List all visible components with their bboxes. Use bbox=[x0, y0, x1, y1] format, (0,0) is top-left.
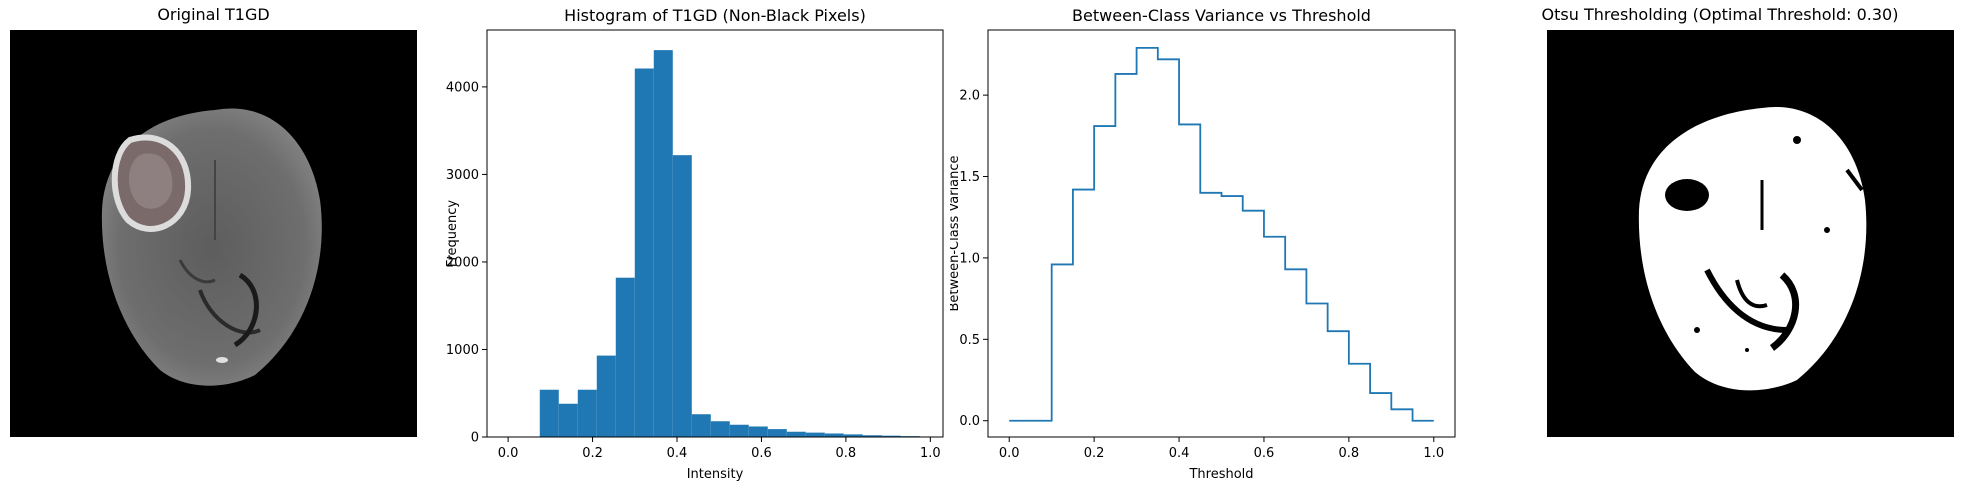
histogram-bar bbox=[881, 435, 901, 437]
x-tick-label: 1.0 bbox=[1423, 446, 1444, 461]
x-tick-label: 0.8 bbox=[836, 446, 857, 461]
histogram-bar bbox=[558, 403, 578, 437]
histogram-bar bbox=[653, 50, 673, 437]
otsu-image-title: Otsu Thresholding (Optimal Threshold: 0.… bbox=[1541, 5, 1899, 24]
original-mri-image bbox=[10, 30, 417, 437]
y-tick-label: 0.5 bbox=[959, 333, 980, 348]
y-tick-label: 0 bbox=[471, 431, 479, 446]
y-axis-label: Between-Class Variance bbox=[950, 155, 962, 311]
plot-frame bbox=[486, 29, 944, 438]
histogram-bar bbox=[729, 424, 749, 437]
histogram-bar bbox=[748, 426, 768, 437]
x-tick-label: 0.8 bbox=[1339, 446, 1360, 461]
variance-chart: Between-Class Variance vs Threshold 0.0 0.… bbox=[950, 6, 1456, 482]
histogram-bar bbox=[710, 421, 730, 437]
histogram-bar bbox=[615, 277, 635, 437]
x-tick-label: 0.4 bbox=[1169, 446, 1190, 461]
binary-mask-graphic bbox=[1638, 106, 1867, 391]
histogram-bar bbox=[805, 432, 825, 437]
y-tick-label: 0.0 bbox=[959, 414, 980, 429]
histogram-bar bbox=[824, 433, 844, 437]
x-tick-label: 1.0 bbox=[920, 446, 941, 461]
y-tick-label: 3000 bbox=[446, 168, 479, 183]
x-tick-label: 0.6 bbox=[751, 446, 772, 461]
original-image-title: Original T1GD bbox=[157, 5, 270, 24]
histogram-bar bbox=[767, 429, 787, 437]
histogram-bar bbox=[577, 389, 597, 437]
otsu-thresholded-image bbox=[1547, 30, 1954, 437]
histogram-bar bbox=[634, 68, 654, 437]
y-tick-label: 1.5 bbox=[959, 170, 980, 185]
x-tick-label: 0.2 bbox=[582, 446, 603, 461]
x-axis-label: Threshold bbox=[1188, 467, 1253, 482]
x-tick-label: 0.0 bbox=[999, 446, 1020, 461]
x-tick-label: 0.4 bbox=[667, 446, 688, 461]
y-tick-label: 1.0 bbox=[959, 251, 980, 266]
histogram-bar bbox=[843, 434, 863, 437]
histogram-bar bbox=[862, 435, 882, 437]
histogram-bar bbox=[672, 155, 692, 437]
y-tick-label: 4000 bbox=[446, 80, 479, 95]
chart-title: Histogram of T1GD (Non-Black Pixels) bbox=[564, 6, 866, 25]
chart-title: Between-Class Variance vs Threshold bbox=[1072, 6, 1371, 25]
histogram-bar bbox=[786, 431, 806, 437]
histogram-bar bbox=[596, 355, 616, 437]
x-tick-label: 0.6 bbox=[1254, 446, 1275, 461]
x-tick-label: 0.0 bbox=[498, 446, 519, 461]
histogram-chart: Histogram of T1GD (Non-Black Pixels) 0.0 0… bbox=[445, 6, 944, 482]
y-axis-label: Frequency bbox=[445, 200, 460, 267]
brain-scan-graphic bbox=[101, 108, 322, 386]
histogram-bar bbox=[539, 389, 559, 437]
variance-line bbox=[1009, 47, 1434, 422]
y-tick-label: 2.0 bbox=[959, 89, 980, 104]
x-axis-label: Intensity bbox=[687, 467, 744, 482]
x-tick-label: 0.2 bbox=[1084, 446, 1105, 461]
histogram-bar bbox=[691, 414, 711, 437]
y-tick-label: 1000 bbox=[446, 343, 479, 358]
plot-frame bbox=[987, 29, 1456, 438]
y-tick-label: 2000 bbox=[446, 255, 479, 270]
